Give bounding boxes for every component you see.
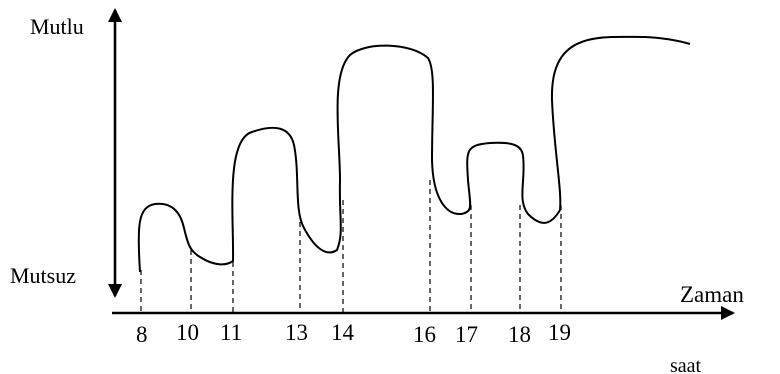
happiness-curve	[137, 35, 691, 273]
time-tick-labels: 8 10 11 13 14 16 17 18 19	[136, 320, 571, 347]
tick-label: 11	[220, 320, 242, 345]
tick-label: 8	[136, 322, 148, 347]
tick-label: 18	[508, 322, 531, 347]
time-axis-label: Zaman	[680, 282, 744, 307]
tick-label: 19	[548, 320, 571, 345]
tick-label: 13	[285, 320, 308, 345]
tick-label: 16	[413, 322, 436, 347]
time-unit-label: saat	[670, 355, 702, 374]
tick-label: 14	[331, 320, 355, 345]
happy-label: Mutlu	[30, 14, 84, 39]
tick-label: 10	[176, 320, 199, 345]
tick-label: 17	[455, 322, 478, 347]
unhappy-label: Mutsuz	[10, 263, 76, 288]
time-guides	[140, 180, 562, 312]
